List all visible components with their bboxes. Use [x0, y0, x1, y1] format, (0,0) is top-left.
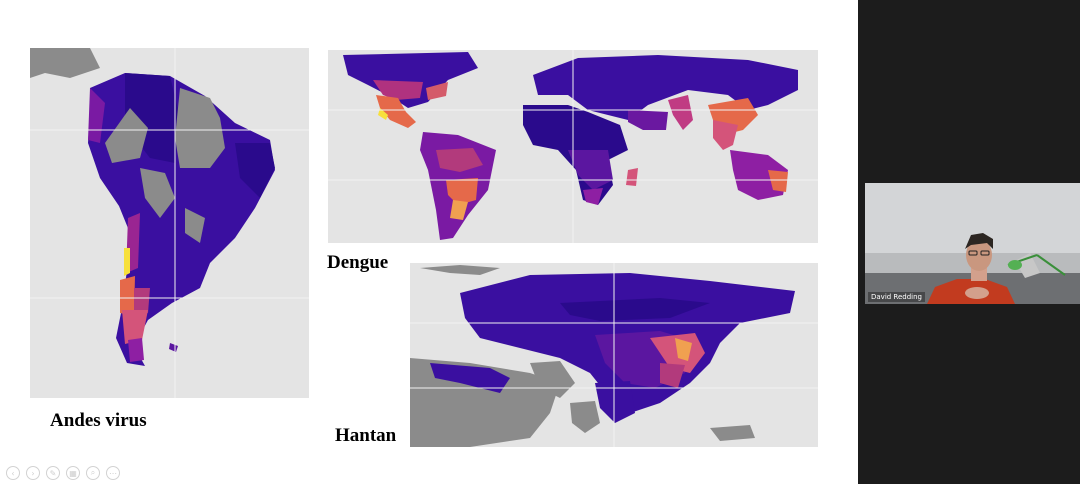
- dengue-label: Dengue: [327, 252, 389, 273]
- participant-name-label: David Redding: [868, 292, 926, 302]
- andes-virus-label: Andes virus: [50, 410, 147, 431]
- previous-icon[interactable]: ‹: [6, 466, 20, 480]
- zoom-icon[interactable]: ⌕: [86, 466, 100, 480]
- dengue-map: [328, 50, 818, 243]
- more-icon[interactable]: ⋯: [106, 466, 120, 480]
- next-icon[interactable]: ›: [26, 466, 40, 480]
- presentation-slide: Andes virus Dengue Hantan ‹ › ✎ ▦ ⌕ ⋯: [0, 0, 858, 484]
- world-map-graphic: [328, 50, 818, 243]
- slides-icon[interactable]: ▦: [66, 466, 80, 480]
- slide-controls-toolbar: ‹ › ✎ ▦ ⌕ ⋯: [6, 466, 120, 480]
- south-america-map-graphic: [30, 48, 309, 398]
- participant-video-tile[interactable]: David Redding: [865, 183, 1080, 304]
- hantan-label: Hantan: [335, 425, 397, 446]
- andes-virus-map: [30, 48, 309, 398]
- hantan-map: [410, 263, 818, 447]
- webcam-feed-graphic: [865, 183, 1080, 304]
- eurasia-map-graphic: [410, 263, 818, 447]
- pen-icon[interactable]: ✎: [46, 466, 60, 480]
